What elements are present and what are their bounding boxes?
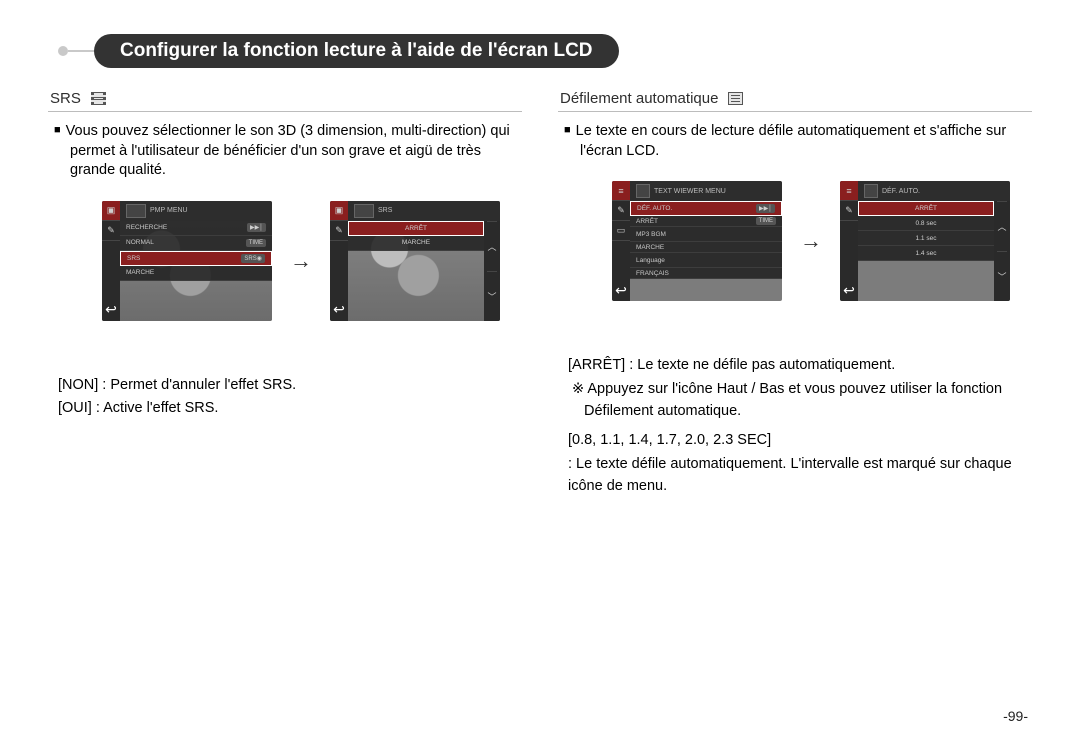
caption-arret: [ARRÊT] : Le texte ne défile pas automat… bbox=[568, 355, 1032, 377]
text-tab-icon: ≡ bbox=[840, 181, 858, 201]
text-tab-icon: ≡ bbox=[612, 181, 630, 201]
submenu-rows: ARRÊT 0.8 sec 1.1 sec 1.4 sec bbox=[858, 201, 994, 261]
submenu-row: 0.8 sec bbox=[858, 216, 994, 231]
arrow-icon: → bbox=[290, 248, 312, 274]
lcd-titlebar: SRS bbox=[348, 201, 500, 221]
lcd-rightbar: ︿ ﹀ bbox=[484, 221, 500, 321]
srs-heading-text: SRS bbox=[50, 90, 81, 107]
arrow-icon: → bbox=[800, 228, 822, 254]
doc-icon bbox=[636, 184, 650, 198]
lcd-title: SRS bbox=[378, 207, 392, 214]
submenu-row: MARCHE bbox=[348, 236, 484, 251]
film-tab-icon: ▣ bbox=[330, 201, 348, 221]
bullet-icon: ■ bbox=[54, 124, 61, 136]
lcd-titlebar: DÉF. AUTO. bbox=[858, 181, 1010, 201]
bullet-icon: ■ bbox=[564, 124, 571, 136]
menu-row: RECHERCHE▶▶│ bbox=[120, 221, 272, 236]
menu-rows: DÉF. AUTO.▶▶│ ARRÊTTIME MP3 BGM MARCHE L… bbox=[630, 201, 782, 279]
tools-tab-icon: ✎ bbox=[840, 201, 858, 221]
autoscroll-heading-text: Défilement automatique bbox=[560, 90, 718, 107]
caption-intervals: [0.8, 1.1, 1.4, 1.7, 2.0, 2.3 SEC] bbox=[568, 430, 1032, 452]
submenu-row: 1.4 sec bbox=[858, 246, 994, 261]
menu-row: MARCHE bbox=[120, 266, 272, 281]
lcd-title: DÉF. AUTO. bbox=[882, 188, 920, 195]
caption-note: ※ Appuyez sur l'icône Haut / Bas et vous… bbox=[568, 379, 1032, 423]
menu-row-selected: SRSSRS◉ bbox=[120, 251, 272, 266]
lcd-titlebar: TEXT WIEWER MENU bbox=[630, 181, 782, 201]
autoscroll-paragraph-text: Le texte en cours de lecture défile auto… bbox=[576, 123, 1007, 159]
back-icon: ↩ bbox=[102, 299, 120, 321]
page-number: -99- bbox=[1003, 708, 1028, 724]
menu-row: MP3 BGM bbox=[630, 227, 782, 242]
col-srs: SRS ■ Vous pouvez sélectionner le son 3D … bbox=[48, 88, 522, 500]
back-icon: ↩ bbox=[612, 279, 630, 301]
autoscroll-captions: [ARRÊT] : Le texte ne défile pas automat… bbox=[558, 355, 1032, 498]
film-tab-icon: ▣ bbox=[102, 201, 120, 221]
autoscroll-paragraph: ■ Le texte en cours de lecture défile aut… bbox=[558, 122, 1032, 161]
menu-row: NORMALTIME bbox=[120, 236, 272, 251]
tools-tab-icon: ✎ bbox=[330, 221, 348, 241]
col-autoscroll: Défilement automatique ■ Le texte en cour… bbox=[558, 88, 1032, 500]
back-icon: ↩ bbox=[330, 299, 348, 321]
manual-page: Configurer la fonction lecture à l'aide … bbox=[0, 0, 1080, 746]
down-icon: ﹀ bbox=[487, 271, 496, 321]
back-icon: ↩ bbox=[840, 279, 858, 301]
srs-screens: ▣ ✎ ↩ PMP MENU RECHERCHE▶▶│ NORMALTIME S… bbox=[102, 201, 522, 321]
autoscroll-heading: Défilement automatique bbox=[558, 88, 1032, 112]
lcd-autoscroll-submenu: ≡ ✎ ↩ DÉF. AUTO. ARRÊT 0.8 sec 1.1 sec 1… bbox=[840, 181, 1010, 301]
submenu-row-selected: ARRÊT bbox=[858, 201, 994, 216]
lcd-title: PMP MENU bbox=[150, 207, 188, 214]
caption-non: [NON] : Permet d'annuler l'effet SRS. bbox=[58, 375, 522, 397]
submenu-row-selected: ARRÊT bbox=[348, 221, 484, 236]
menu-row-sub: FRANÇAIS bbox=[630, 268, 782, 279]
submenu-rows: ARRÊT MARCHE bbox=[348, 221, 484, 251]
menu-row: Language bbox=[630, 253, 782, 268]
film-icon bbox=[91, 92, 106, 105]
banner: Configurer la fonction lecture à l'aide … bbox=[48, 30, 1032, 70]
caption-oui: [OUI] : Active l'effet SRS. bbox=[58, 398, 522, 420]
lead-dot bbox=[58, 46, 68, 56]
menu-row-sub: MARCHE bbox=[630, 242, 782, 253]
lcd-title: TEXT WIEWER MENU bbox=[654, 188, 726, 195]
lcd-titlebar: PMP MENU bbox=[120, 201, 272, 221]
doc-icon bbox=[864, 184, 878, 198]
book-tab-icon: ▭ bbox=[612, 221, 630, 241]
lcd-leftbar: ▣ ✎ ↩ bbox=[330, 201, 348, 321]
lcd-srs-submenu: ▣ ✎ ↩ SRS ARRÊT MARCHE ︿ bbox=[330, 201, 500, 321]
autoscroll-screens: ≡ ✎ ▭ ↩ TEXT WIEWER MENU DÉF. AUTO.▶▶│ A… bbox=[612, 181, 1032, 301]
srs-paragraph: ■ Vous pouvez sélectionner le son 3D (3 d… bbox=[48, 122, 522, 181]
lcd-rightbar: ︿ ﹀ bbox=[994, 201, 1010, 301]
menu-row-selected: DÉF. AUTO.▶▶│ bbox=[630, 201, 782, 216]
up-icon: ︿ bbox=[997, 201, 1006, 251]
srs-paragraph-text: Vous pouvez sélectionner le son 3D (3 di… bbox=[66, 123, 510, 178]
lead-line bbox=[68, 50, 94, 52]
menu-row-sub: ARRÊTTIME bbox=[630, 216, 782, 227]
down-icon: ﹀ bbox=[997, 251, 1006, 301]
tools-tab-icon: ✎ bbox=[102, 221, 120, 241]
lcd-text-viewer: ≡ ✎ ▭ ↩ TEXT WIEWER MENU DÉF. AUTO.▶▶│ A… bbox=[612, 181, 782, 301]
caption-interval-desc: : Le texte défile automatiquement. L'int… bbox=[568, 454, 1032, 498]
lcd-pmp-menu: ▣ ✎ ↩ PMP MENU RECHERCHE▶▶│ NORMALTIME S… bbox=[102, 201, 272, 321]
submenu-row: 1.1 sec bbox=[858, 231, 994, 246]
tools-tab-icon: ✎ bbox=[612, 201, 630, 221]
lcd-leftbar: ≡ ✎ ↩ bbox=[840, 181, 858, 301]
filmstrip-icon bbox=[354, 204, 374, 218]
lcd-leftbar: ▣ ✎ ↩ bbox=[102, 201, 120, 321]
up-icon: ︿ bbox=[487, 221, 496, 271]
srs-heading: SRS bbox=[48, 88, 522, 112]
filmstrip-icon bbox=[126, 204, 146, 218]
srs-captions: [NON] : Permet d'annuler l'effet SRS. [O… bbox=[48, 375, 522, 421]
menu-rows: RECHERCHE▶▶│ NORMALTIME SRSSRS◉ MARCHE bbox=[120, 221, 272, 281]
lcd-leftbar: ≡ ✎ ▭ ↩ bbox=[612, 181, 630, 301]
page-title: Configurer la fonction lecture à l'aide … bbox=[94, 34, 619, 68]
text-icon bbox=[728, 92, 743, 105]
